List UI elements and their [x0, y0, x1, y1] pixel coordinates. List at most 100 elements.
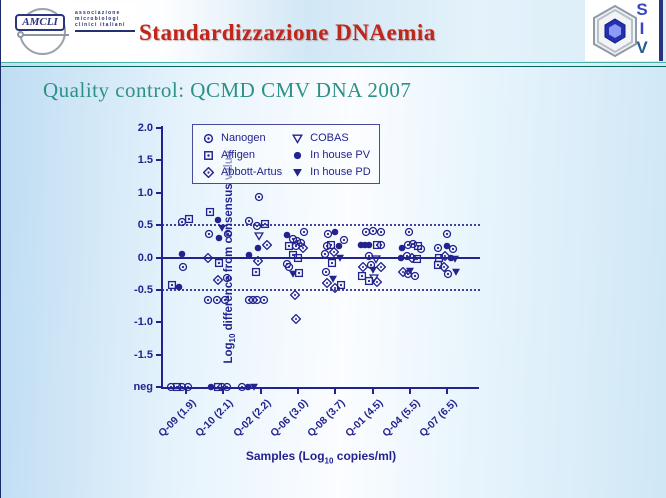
- legend-label: In house PD: [310, 166, 371, 178]
- y-tick: [156, 159, 161, 162]
- data-point-nanogen: [244, 216, 254, 226]
- data-point-affigen: [327, 258, 337, 268]
- data-point-nanogen: [320, 249, 330, 259]
- data-point-pd: [451, 267, 461, 277]
- data-point-nanogen: [166, 382, 176, 392]
- data-point-pv: [334, 241, 344, 251]
- data-point-nanogen: [416, 244, 426, 254]
- data-point-nanogen: [408, 239, 418, 249]
- teal-divider: [1, 62, 666, 67]
- data-point-nanogen: [322, 241, 332, 251]
- y-tick-label: 0.5: [137, 219, 153, 232]
- data-point-nanogen: [222, 382, 232, 392]
- x-axis-title: Samples (Log10 copies/ml): [245, 449, 397, 466]
- reference-line-dotted: [162, 288, 480, 291]
- data-point-pv: [442, 241, 452, 251]
- data-point-pd: [368, 265, 378, 275]
- data-point-nanogen: [339, 235, 349, 245]
- data-point-affigen: [167, 280, 177, 290]
- y-tick-label: neg: [133, 381, 153, 393]
- y-tick-label: -1.0: [134, 316, 153, 329]
- data-point-pv: [174, 282, 184, 292]
- data-point-pv: [214, 233, 224, 243]
- data-point-pv: [244, 250, 254, 260]
- data-point-abbott: [297, 242, 308, 253]
- data-point-pv: [364, 240, 374, 250]
- legend-label: In house PV: [310, 149, 371, 161]
- page-title: Quality control: QCMD CMV DNA 2007: [43, 78, 412, 102]
- x-tick: [334, 389, 337, 394]
- y-tick-label: 1.5: [137, 154, 153, 167]
- data-point-affigen: [412, 254, 422, 264]
- data-point-nanogen: [321, 267, 331, 277]
- amcli-acronym: AMCLI: [15, 14, 65, 31]
- data-point-pd: [328, 274, 338, 284]
- y-axis: [161, 126, 163, 389]
- data-point-affigen: [214, 258, 224, 268]
- x-tick: [296, 389, 299, 394]
- data-point-affigen: [251, 267, 261, 277]
- data-point-affigen: [288, 250, 298, 260]
- data-point-nanogen: [254, 192, 264, 202]
- data-point-pv: [330, 227, 340, 237]
- data-point-nanogen: [376, 240, 386, 250]
- y-tick-label: -1.5: [134, 348, 153, 361]
- data-point-nanogen: [323, 229, 333, 239]
- data-point-nanogen: [183, 382, 193, 392]
- data-point-abbott: [290, 314, 301, 324]
- reference-line-dotted: [162, 224, 480, 227]
- data-point-nanogen: [442, 229, 452, 239]
- data-point-pv: [243, 382, 253, 392]
- data-point-abbott: [252, 256, 263, 267]
- data-point-abbott: [261, 239, 272, 250]
- data-point-pv: [213, 215, 223, 225]
- data-point-pv: [396, 253, 406, 263]
- data-point-pv: [206, 382, 216, 392]
- data-point-nanogen: [433, 243, 443, 253]
- data-point-nanogen: [212, 295, 222, 305]
- data-point-nanogen: [448, 244, 458, 254]
- data-point-abbott: [289, 290, 300, 301]
- y-tick: [156, 127, 161, 129]
- data-point-nanogen: [402, 251, 412, 261]
- slide-header: AMCLI associazione microbiologi clinici …: [1, 0, 666, 62]
- data-point-pv: [253, 243, 263, 253]
- data-point-affigen: [260, 219, 270, 229]
- filled-triangle-down-icon: [292, 167, 303, 178]
- data-point-affigen: [336, 280, 346, 290]
- open-circle-dot-icon: [203, 133, 214, 144]
- data-point-nanogen: [284, 262, 294, 272]
- data-point-nanogen: [410, 271, 420, 281]
- data-point-affigen: [172, 382, 182, 392]
- data-point-abbott: [357, 261, 368, 272]
- data-point-pd: [249, 382, 259, 392]
- data-point-cobas: [370, 254, 381, 264]
- chart-legend: Nanogen Affigen Abbott-Artus COBAS In house …: [192, 124, 380, 184]
- data-point-nanogen: [259, 295, 269, 305]
- amcli-logo: AMCLI associazione microbiologi clinici …: [9, 3, 137, 60]
- data-point-abbott: [329, 246, 340, 257]
- data-point-nanogen: [443, 269, 453, 279]
- slide-title: Standardizzazione DNAemia: [139, 20, 436, 45]
- data-point-pd: [335, 253, 345, 263]
- legend-item-cobas: COBAS: [292, 131, 371, 145]
- legend-label: Nanogen: [221, 132, 266, 144]
- y-tick: [156, 353, 161, 356]
- data-point-pv: [397, 243, 407, 253]
- x-category-label: Q-09 (1.9): [156, 397, 199, 440]
- y-tick: [156, 256, 161, 259]
- open-diamond-dot-icon: [203, 166, 214, 178]
- data-point-abbott: [322, 278, 333, 289]
- legend-item-pv: In house PV: [292, 148, 371, 162]
- y-tick: [156, 386, 161, 388]
- data-point-pv: [177, 249, 187, 259]
- siv-logo: S I V: [585, 0, 663, 61]
- data-point-nanogen: [376, 227, 386, 237]
- data-point-affigen: [205, 207, 215, 217]
- legend-column: Nanogen Affigen Abbott-Artus: [203, 131, 282, 179]
- data-point-nanogen: [220, 295, 230, 305]
- y-tick: [156, 321, 161, 324]
- reference-line-zero: [162, 256, 480, 259]
- amcli-needle-icon: [23, 34, 69, 36]
